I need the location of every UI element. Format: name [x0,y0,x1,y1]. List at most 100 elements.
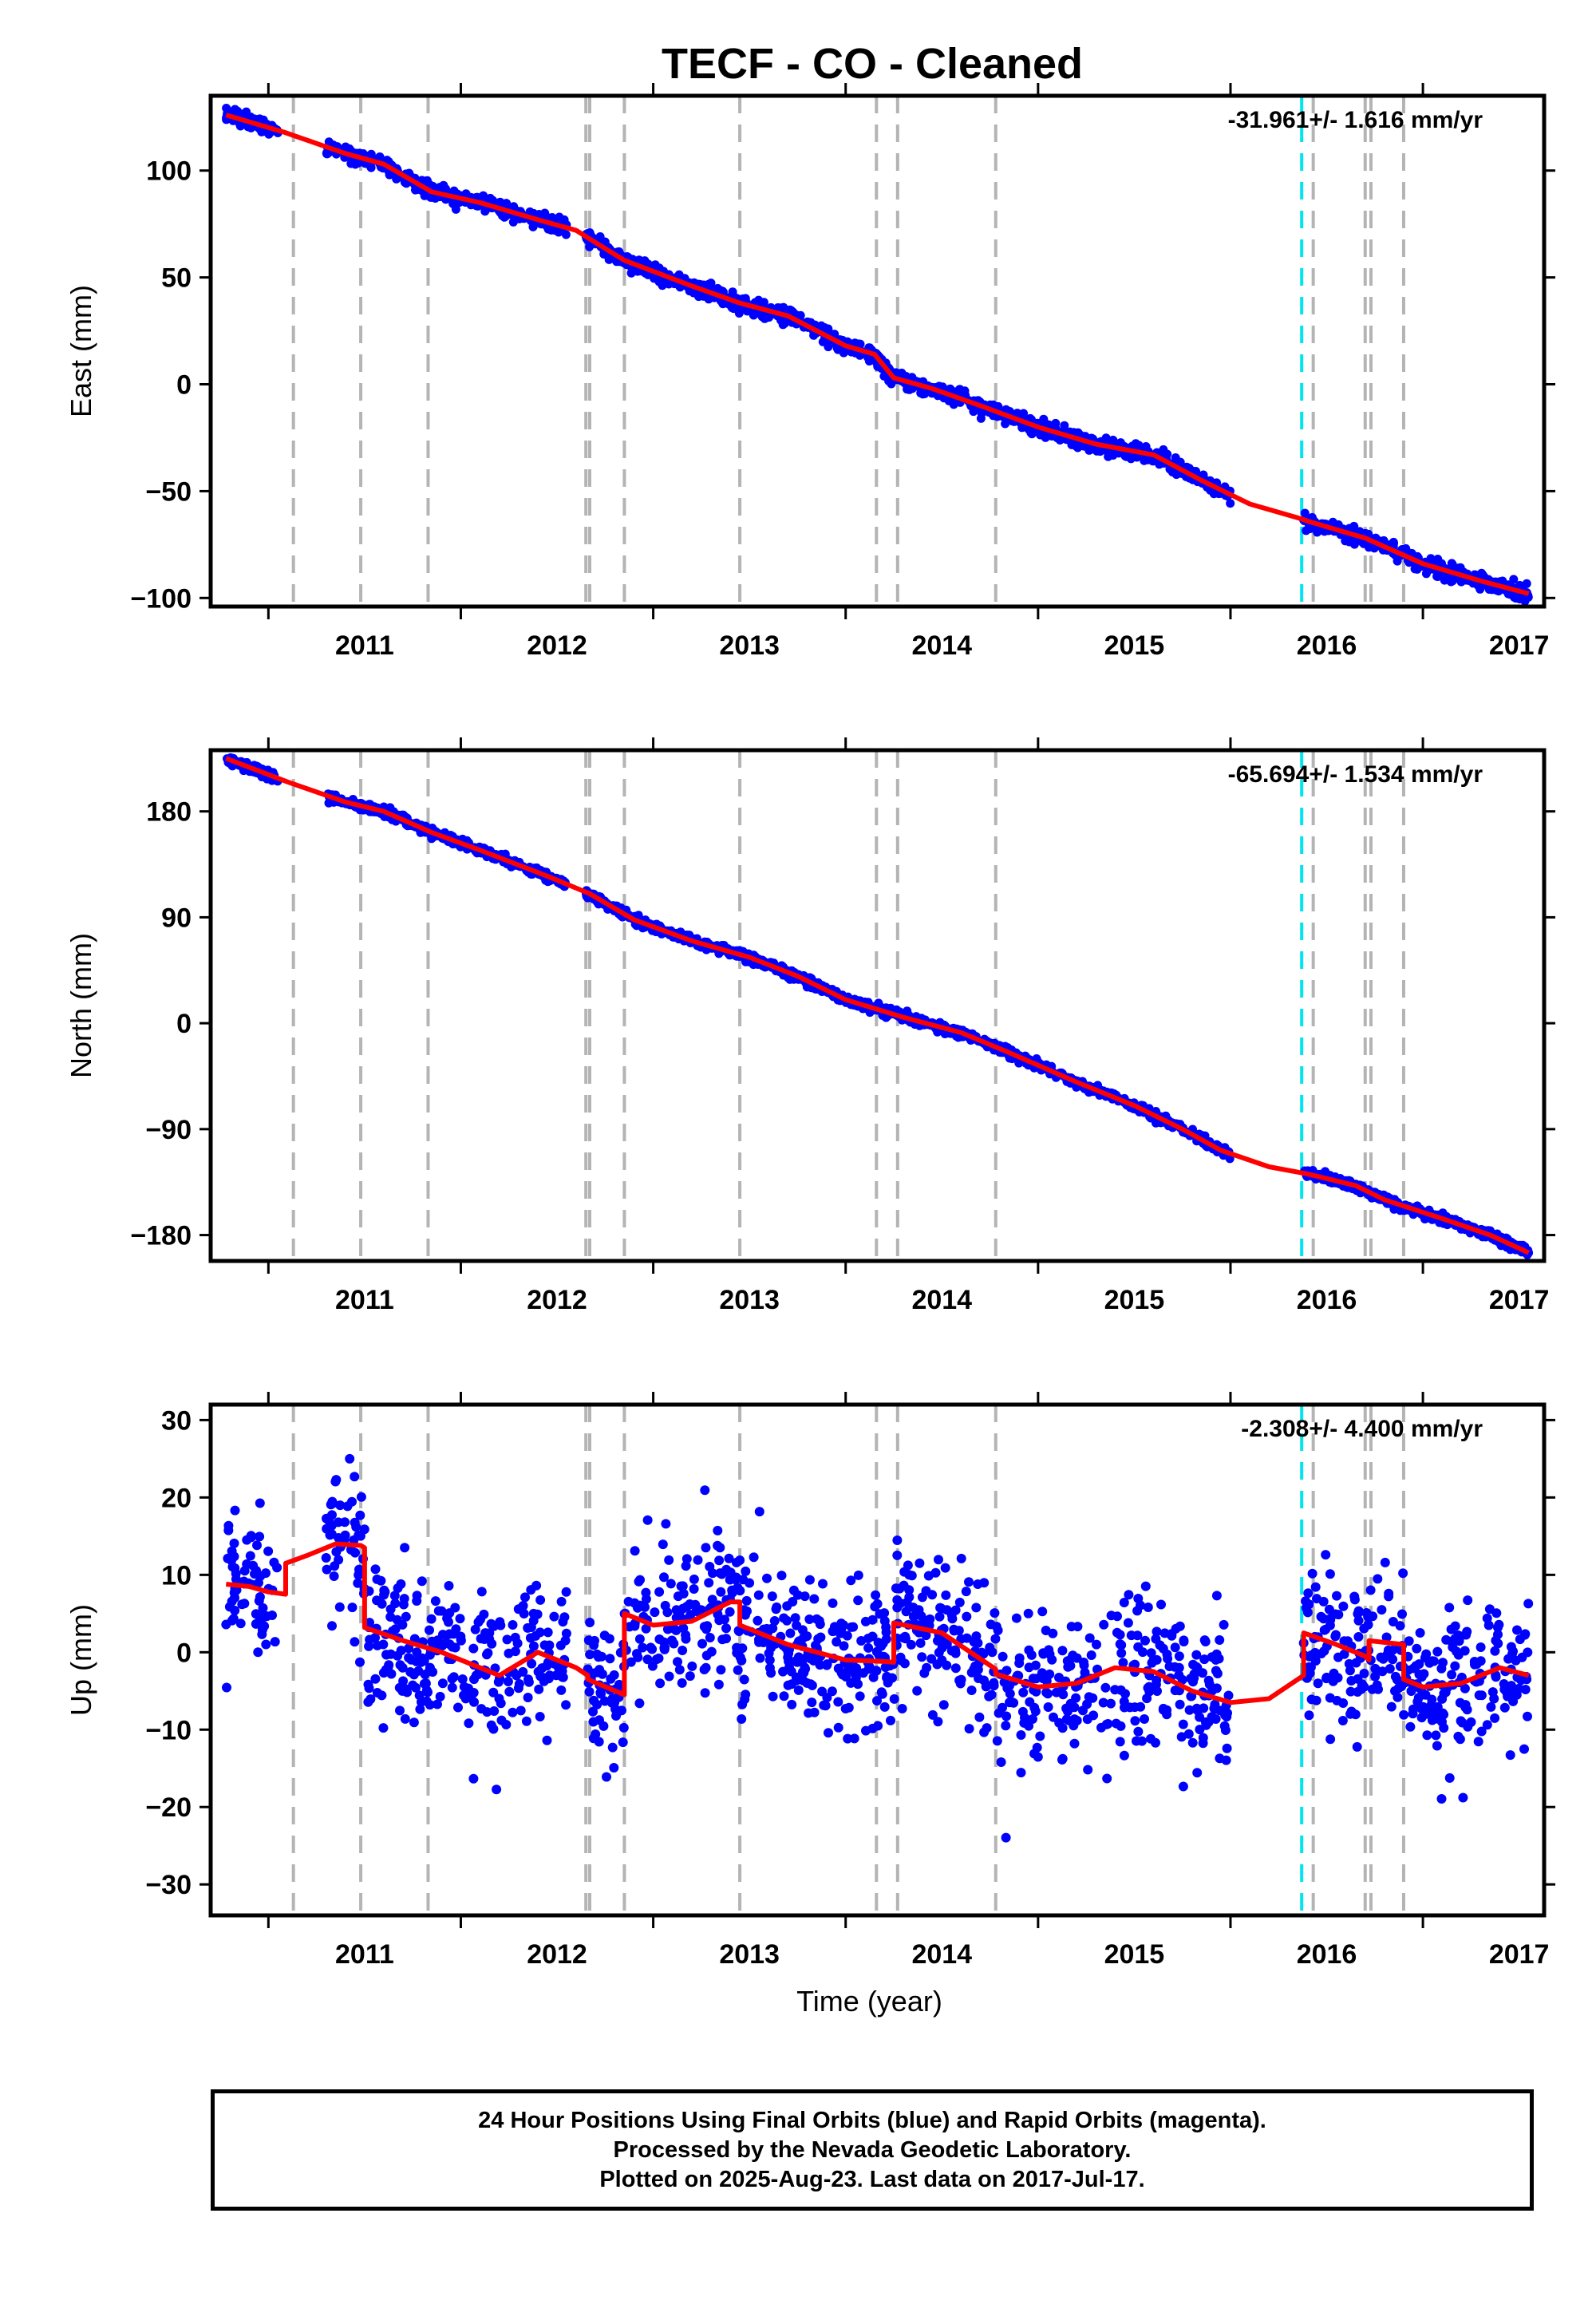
data-point [618,1722,629,1733]
data-point [1178,1719,1188,1729]
data-point [561,230,571,239]
data-point [1156,1599,1166,1610]
data-point [329,1571,339,1581]
data-point [1345,537,1354,547]
data-point [985,1642,995,1653]
data-point [753,1615,763,1626]
data-point [915,1558,925,1568]
data-point [713,1679,724,1690]
data-point [437,1641,448,1650]
data-point [1019,409,1029,418]
data-point [762,1573,772,1583]
data-point [390,1599,401,1609]
data-point [776,1571,787,1581]
data-point [635,1575,645,1585]
data-point [1522,579,1531,588]
data-point [737,1643,748,1654]
data-point [397,1686,408,1696]
data-point [1143,1603,1153,1612]
data-point [1037,1607,1048,1617]
data-point [398,1599,409,1610]
data-point [881,1627,891,1638]
data-point [630,1546,640,1556]
y-tick-label: 100 [146,156,192,187]
data-point [1175,1699,1185,1709]
data-point [626,1657,636,1667]
data-point [607,1742,618,1753]
data-point [254,1595,264,1606]
data-point [1014,1058,1024,1068]
data-point [492,1784,502,1795]
data-point [641,1587,651,1598]
data-point [833,1697,843,1707]
data-point [1116,1640,1127,1650]
data-point [1151,1737,1160,1748]
data-point [257,1629,267,1639]
data-point [324,798,334,808]
data-point [850,338,859,348]
data-point [970,1661,981,1671]
data-point [437,1606,447,1616]
data-point [785,1628,796,1638]
data-point [253,1647,263,1658]
data-point [512,1638,523,1649]
data-point [1204,1679,1215,1690]
data-point [364,1683,374,1694]
data-point [754,1507,764,1517]
data-point [396,1646,406,1656]
data-point [716,1587,726,1597]
y-tick-label: 50 [161,263,192,294]
data-point [779,1691,789,1701]
data-point [408,1680,418,1690]
data-point [991,1622,1001,1632]
data-point [1120,1689,1130,1699]
data-point [389,1591,400,1601]
data-point [535,1595,546,1605]
data-point [421,1686,432,1696]
data-point [1152,1654,1162,1665]
data-point [500,212,509,222]
data-point [251,1609,261,1619]
data-point [372,1595,382,1606]
data-point [1137,1736,1147,1746]
data-point [1509,575,1519,584]
data-point [347,1496,357,1507]
data-point [1152,1626,1162,1637]
data-point [453,1702,463,1713]
data-point [378,1668,389,1678]
data-point [642,1515,653,1525]
data-point [681,1561,691,1571]
data-point [754,1634,764,1645]
velocity-rate-label: -65.694+/- 1.534 mm/yr [1228,761,1483,788]
data-point [990,1634,1001,1644]
data-point [907,373,917,382]
data-point [245,1551,255,1561]
data-point [354,1530,364,1540]
data-point [345,1453,355,1464]
data-point [559,1612,570,1622]
data-point [1300,508,1310,518]
data-point [642,1654,653,1665]
data-point [494,1694,504,1704]
data-point [404,1653,414,1663]
data-point [1038,1649,1049,1659]
data-point [379,1585,389,1595]
x-tick-label: 2013 [719,630,780,661]
data-point [365,1694,376,1705]
data-point [263,1546,274,1556]
data-point [471,1670,481,1681]
data-point [396,1579,406,1589]
data-point [896,1655,907,1666]
data-point [476,1587,487,1597]
plot-frame [208,93,1547,609]
data-point [681,1554,692,1564]
data-point [822,1659,832,1670]
x-tick-label: 2011 [335,1285,394,1315]
data-point [327,1621,337,1631]
data-point [444,1581,454,1591]
data-point [903,1560,913,1571]
data-point [674,1665,685,1675]
data-point [476,1614,485,1625]
data-point [1043,1702,1053,1712]
data-point [592,1649,602,1659]
